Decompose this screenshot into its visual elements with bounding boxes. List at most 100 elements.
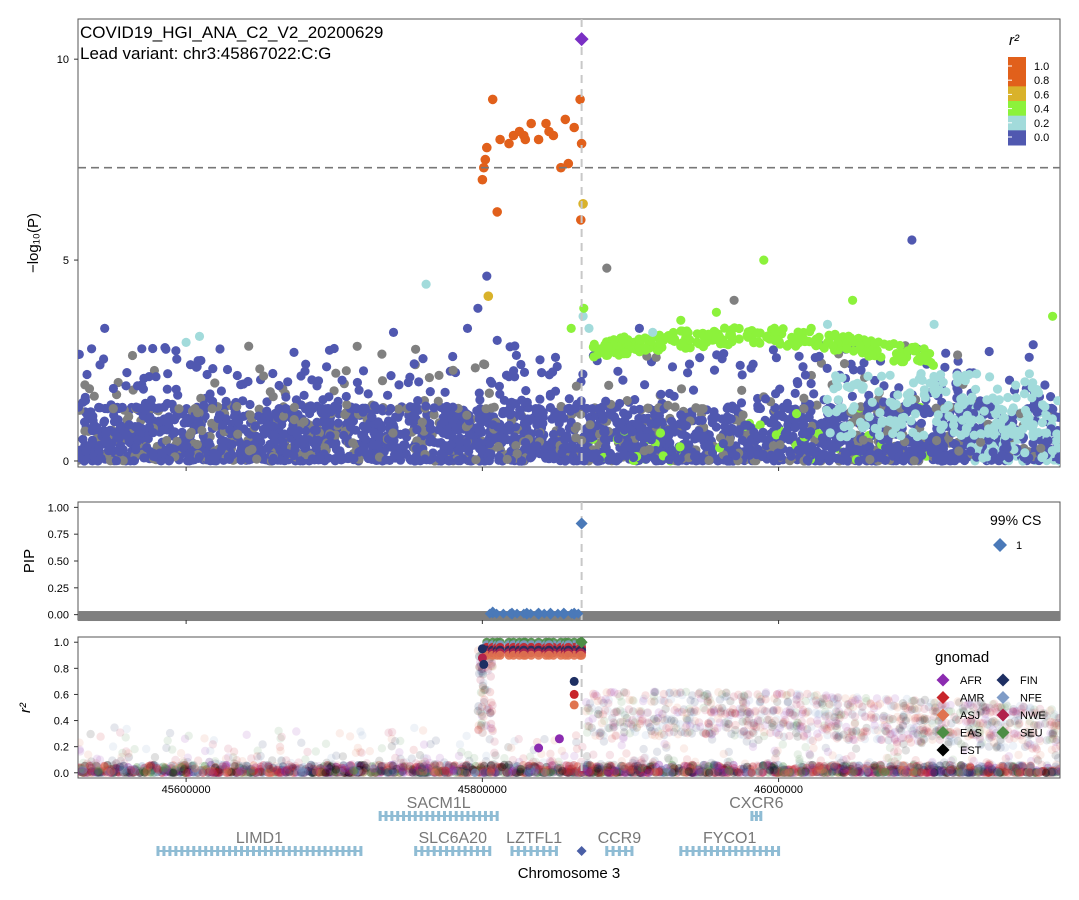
association-point-high (504, 138, 514, 149)
r2-legend-label: 0.2 (1034, 118, 1049, 130)
gene-track: SACM1L CXCR6 LIMD1 SLC6A20 LZTFL1 CCR9 FYCO1 (156, 795, 784, 856)
gene-label: LZTFL1 (506, 830, 562, 847)
ld-point (569, 676, 579, 686)
gnomad-legend: gnomad AFR FIN AMR NFE ASJ NWE EAS SEU EST (935, 649, 1046, 757)
association-point-mid_high (483, 291, 494, 302)
gene-limd1: LIMD1 (156, 830, 363, 856)
ld-point (576, 650, 586, 660)
ld-point (534, 743, 544, 753)
r2-legend-label: 0.6 (1034, 89, 1049, 101)
pip-point (552, 608, 563, 619)
gene-label: SACM1L (407, 795, 471, 812)
association-point-high (519, 130, 529, 141)
r2-legend-swatch (1008, 115, 1026, 131)
y-tick-label: 0.00 (48, 610, 69, 622)
pip-point (518, 608, 529, 619)
association-point-high (560, 114, 571, 125)
cs-legend-key (993, 538, 1007, 552)
pip-point (484, 608, 495, 619)
cs-legend-label: 1 (1016, 540, 1022, 552)
association-y-axis: 0 5 10 (57, 54, 78, 468)
gnomad-legend-key (936, 673, 950, 687)
pip-point (491, 608, 502, 619)
y-tick-label: 0.50 (48, 556, 69, 568)
ld-point (569, 689, 579, 699)
gnomad-legend-key (996, 726, 1010, 739)
gnomad-legend-key (996, 708, 1010, 722)
ld-point (563, 650, 573, 660)
x-axis: 45600000 45800000 46000000 (162, 467, 803, 796)
gene-label: LIMD1 (236, 830, 283, 847)
chart-subtitle: Lead variant: chr3:45867022:C:G (80, 44, 331, 63)
association-point-high (563, 158, 574, 169)
gene-label: SLC6A20 (418, 830, 487, 847)
pip-point (539, 608, 550, 619)
ld-panel: 0.0 0.2 0.4 0.6 0.8 1.0 45600000 45800000 46000… (17, 467, 1061, 796)
ld-point (569, 700, 579, 710)
pip-point (546, 608, 557, 619)
ld-point (495, 650, 505, 660)
association-point-high (575, 94, 585, 105)
pip-point (512, 608, 523, 619)
ld-point (479, 659, 489, 669)
pip-point (559, 608, 570, 619)
chart-title: COVID19_HGI_ANA_C2_V2_20200629 (80, 23, 383, 42)
x-tick-label: 45800000 (458, 784, 507, 796)
gene-label: FYCO1 (703, 830, 756, 847)
gene-fyco1: FYCO1 (679, 830, 781, 856)
association-point-high (492, 207, 503, 217)
association-point-high (495, 134, 505, 145)
gnomad-legend-key (936, 743, 950, 757)
association-point-high (487, 94, 498, 105)
x-axis-label: Chromosome 3 (518, 865, 621, 882)
pip-point (575, 517, 588, 530)
y-tick-label: 5 (63, 255, 69, 267)
association-point-high (533, 134, 544, 145)
association-point-mid_high (578, 199, 588, 209)
r2-legend-swatch (1008, 130, 1026, 146)
pip-panel: 0.00 0.25 0.50 0.75 1.00 PIP 99% CS 1 (21, 501, 1061, 622)
y-tick-label: 10 (57, 54, 69, 66)
r2-legend-swatch (1008, 57, 1026, 73)
lead-variant-diamond[interactable] (574, 32, 589, 47)
gene-sacm1l: SACM1L (378, 795, 499, 821)
association-point-high (480, 154, 491, 165)
ld-point (477, 644, 487, 654)
pip-point (498, 608, 509, 619)
pip-point (525, 608, 536, 619)
ld-panel-frame (77, 636, 1061, 779)
pip-point (532, 608, 543, 619)
gene-label: CCR9 (598, 830, 642, 847)
ld-lead-diamond (575, 637, 588, 649)
association-panel: 0 5 10 COVID19_HGI_ANA_C2_V2_20200629 Lead… (25, 18, 1061, 468)
y-tick-label: 0.8 (54, 663, 69, 675)
x-tick-label: 46000000 (754, 784, 803, 796)
y-tick-label: 0.2 (54, 742, 69, 754)
y-tick-label: 0 (63, 456, 69, 468)
gnomad-legend-label: AMR (960, 693, 985, 705)
pip-point (566, 608, 577, 619)
gnomad-legend-label: AFR (960, 675, 982, 687)
pip-point (505, 608, 516, 619)
x-tick-label: 45600000 (162, 784, 211, 796)
ld-highlight-points (477, 637, 588, 753)
gnomad-legend-label: NFE (1020, 693, 1042, 705)
gene-track-lead-marker (576, 846, 587, 856)
association-point-high (544, 126, 554, 137)
r2-legend-label: 0.4 (1034, 104, 1049, 116)
r2-legend-swatch (1008, 71, 1026, 87)
gnomad-legend-label: EAS (960, 728, 982, 740)
gene-lztfl1: LZTFL1 (506, 830, 562, 856)
ld-point (519, 650, 529, 660)
r2-legend: r² 1.0 0.8 0.6 0.4 0.2 0.0 (1008, 32, 1049, 146)
ld-point (554, 734, 564, 744)
y-tick-label: 0.4 (54, 716, 69, 728)
gnomad-legend-key (936, 708, 950, 722)
cs-legend-title: 99% CS (990, 512, 1041, 528)
gene-slc6a20: SLC6A20 (414, 830, 492, 856)
gnomad-legend-title: gnomad (935, 649, 989, 666)
gene-label: CXCR6 (729, 795, 783, 812)
gnomad-legend-key (936, 691, 950, 704)
y-tick-label: 0.6 (54, 689, 69, 701)
